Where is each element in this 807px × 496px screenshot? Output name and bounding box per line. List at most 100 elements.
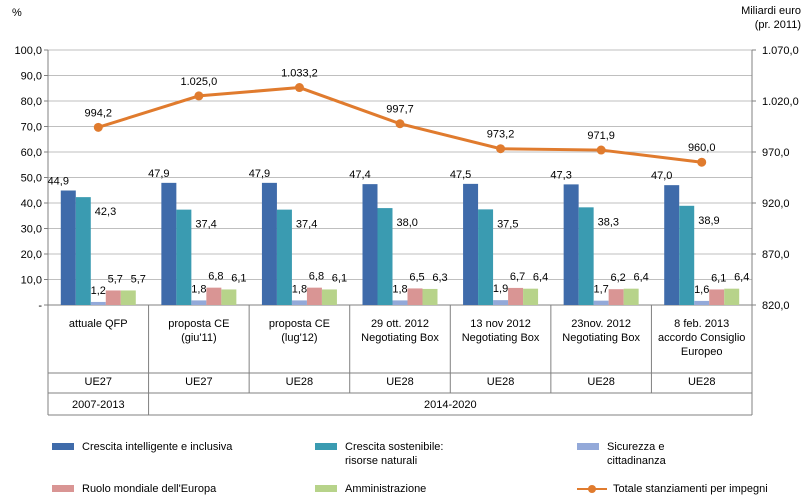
total-point <box>496 144 506 154</box>
bar-data-label: 6,2 <box>610 272 625 284</box>
bar-5 <box>623 288 639 305</box>
bar-1 <box>362 184 378 305</box>
total-point <box>294 83 304 93</box>
total-data-label: 971,9 <box>587 130 615 142</box>
right-tick-label: 1.020,0 <box>762 96 799 108</box>
bar-data-label: 6,8 <box>309 271 324 283</box>
total-point <box>596 145 606 155</box>
total-data-label: 1.033,2 <box>281 68 318 80</box>
category-label: (lug'12) <box>281 332 317 344</box>
left-tick-label: 50,0 <box>21 173 42 185</box>
total-data-label: 997,7 <box>386 104 414 116</box>
legend-label: Ruolo mondiale dell'Europa <box>82 482 216 496</box>
legend-label: Totale stanziamenti per impegni <box>613 482 768 496</box>
bar-data-label: 6,8 <box>208 271 223 283</box>
legend-item: Crescita intelligente e inclusiva <box>52 440 232 454</box>
total-data-label: 973,2 <box>487 129 515 141</box>
bar-data-label: 37,4 <box>296 219 317 231</box>
left-tick-label: 20,0 <box>21 249 42 261</box>
left-tick-label: 90,0 <box>21 71 42 83</box>
bar-5 <box>422 288 438 305</box>
bar-4 <box>709 289 725 305</box>
bar-data-label: 47,9 <box>148 168 169 180</box>
bar-5 <box>321 289 337 305</box>
legend-item: Ruolo mondiale dell'Europa <box>52 482 216 496</box>
legend-label-line: Crescita sostenibile: <box>345 441 444 453</box>
bar-data-label: 47,4 <box>349 169 370 181</box>
total-point <box>194 91 204 101</box>
bar-4 <box>306 287 322 305</box>
category-group-label: UE28 <box>487 376 515 388</box>
chart: % Miliardi euro (pr. 2011) - 10,0 20,0 30,0 40,… <box>12 5 801 416</box>
bar-data-label: 6,5 <box>409 271 424 283</box>
left-tick-label: 10,0 <box>21 275 42 287</box>
bar-3 <box>694 300 710 305</box>
legend-item: Sicurezza e cittadinanza <box>577 440 666 468</box>
bar-1 <box>261 182 277 305</box>
bar-1 <box>563 184 579 305</box>
legend-swatch <box>577 443 599 450</box>
bar-data-label: 42,3 <box>95 206 116 218</box>
legend-swatch <box>315 485 337 492</box>
legend-item: Totale stanziamenti per impegni <box>577 482 768 496</box>
legend-swatch-marker <box>588 485 596 493</box>
category-group-label: UE28 <box>286 376 314 388</box>
total-data-label: 1.025,0 <box>181 76 218 88</box>
bar-5 <box>523 288 539 305</box>
bar-3 <box>392 300 408 305</box>
bar-data-label: 5,7 <box>131 273 146 285</box>
category-label: 8 feb. 2013 <box>674 318 729 330</box>
left-tick-label: 40,0 <box>21 198 42 210</box>
bar-4 <box>206 287 222 305</box>
legend-label-line: Amministrazione <box>345 483 427 495</box>
bar-data-label: 47,9 <box>249 168 270 180</box>
bar-data-label: 5,7 <box>108 273 123 285</box>
bar-1 <box>664 185 680 305</box>
bar-2 <box>75 197 91 305</box>
bar-data-label: 38,9 <box>698 215 719 227</box>
bar-1 <box>60 190 76 305</box>
category-label: proposta CE <box>168 318 229 330</box>
bar-data-label: 37,4 <box>195 219 216 231</box>
bar-data-label: 1,6 <box>694 284 709 296</box>
left-tick-label: - <box>38 300 42 312</box>
total-data-label: 960,0 <box>688 142 716 154</box>
bar-data-label: 6,4 <box>533 272 548 284</box>
total-data-label: 994,2 <box>85 107 113 119</box>
bar-data-label: 1,8 <box>292 283 307 295</box>
category-label: proposta CE <box>269 318 330 330</box>
period-label: 2014-2020 <box>424 399 477 411</box>
bar-data-label: 6,4 <box>633 272 648 284</box>
bar-3 <box>593 300 609 305</box>
right-tick-label: 1.070,0 <box>762 45 799 57</box>
category-label: (giu'11) <box>181 332 217 344</box>
bar-data-label: 1,8 <box>191 283 206 295</box>
bar-data-label: 6,1 <box>332 272 347 284</box>
bar-5 <box>120 290 136 305</box>
legend-item: Crescita sostenibile: risorse naturali <box>315 440 443 468</box>
legend-label-line: Ruolo mondiale dell'Europa <box>82 483 217 495</box>
legend-swatch <box>52 443 74 450</box>
total-point <box>697 157 707 167</box>
category-group-label: UE28 <box>386 376 414 388</box>
bar-4 <box>608 289 624 305</box>
category-label: 13 nov 2012 <box>470 318 531 330</box>
bar-data-label: 47,3 <box>550 169 571 181</box>
left-tick-label: 70,0 <box>21 122 42 134</box>
category-label: attuale QFP <box>69 318 128 330</box>
bar-data-label: 38,0 <box>397 217 418 229</box>
bar-data-label: 38,3 <box>598 216 619 228</box>
legend-label-line: cittadinanza <box>607 455 666 467</box>
right-tick-label: 920,0 <box>762 198 790 210</box>
left-tick-label: 80,0 <box>21 96 42 108</box>
legend-label: Amministrazione <box>345 482 426 496</box>
bar-4 <box>508 287 524 305</box>
category-group-label: UE27 <box>185 376 213 388</box>
bar-3 <box>90 301 106 305</box>
category-group-label: UE27 <box>85 376 113 388</box>
bar-2 <box>276 209 292 305</box>
legend-swatch <box>315 443 337 450</box>
bar-3 <box>291 300 307 305</box>
legend-swatch-line <box>577 485 607 493</box>
bar-1 <box>161 182 177 305</box>
